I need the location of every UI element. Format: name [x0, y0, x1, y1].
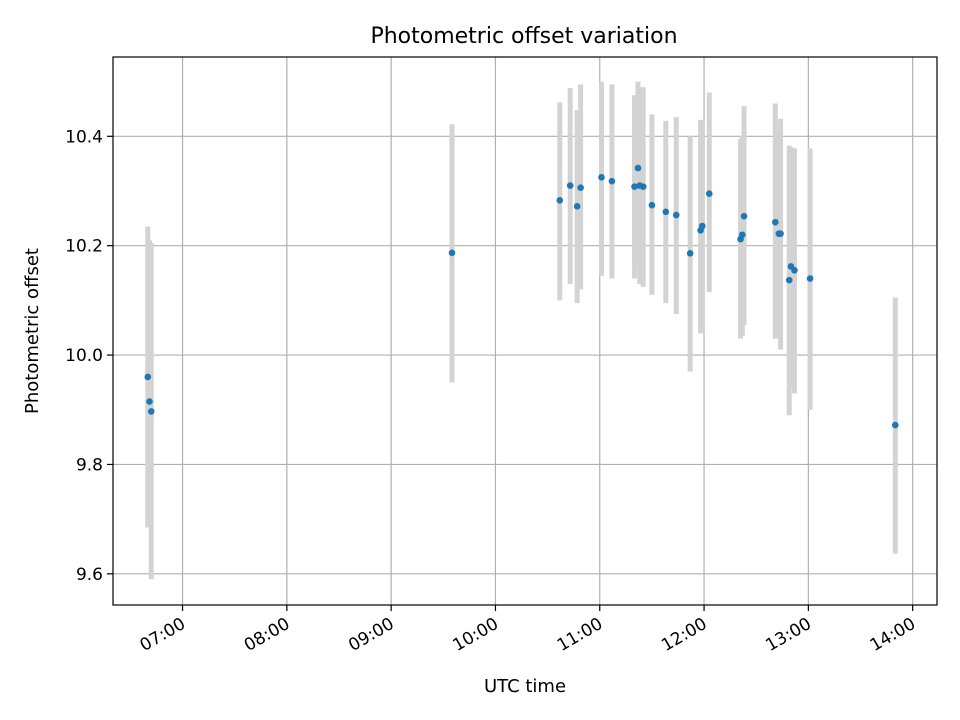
data-point — [662, 208, 670, 216]
plot-frame — [112, 56, 938, 606]
data-point — [577, 184, 584, 192]
data-point — [146, 398, 153, 405]
data-point — [556, 196, 564, 204]
data-point — [777, 230, 784, 237]
data-point — [672, 211, 680, 219]
y-tick-label: 10.2 — [65, 237, 103, 257]
data-point — [740, 212, 748, 220]
data-point — [785, 276, 793, 284]
data-point — [738, 231, 746, 239]
data-point — [634, 164, 642, 172]
data-point — [566, 182, 574, 189]
data-point — [891, 421, 899, 429]
data-point — [147, 408, 155, 415]
data-point — [648, 201, 656, 209]
data-point — [686, 250, 694, 257]
y-axis-label: Photometric offset — [22, 248, 43, 414]
data-point — [598, 174, 605, 181]
chart-title: Photometric offset variation — [370, 24, 677, 49]
data-point — [791, 266, 798, 274]
y-tick-label: 9.8 — [76, 455, 103, 475]
y-tick-label: 10.4 — [65, 127, 103, 147]
data-points — [144, 164, 899, 429]
y-tick-label: 9.6 — [76, 565, 103, 585]
data-point — [772, 218, 779, 226]
data-point — [631, 183, 638, 190]
y-tick-label: 10.0 — [65, 346, 103, 366]
data-point — [573, 203, 581, 210]
data-point — [608, 177, 616, 185]
x-axis-label: UTC time — [484, 676, 566, 697]
data-point — [144, 373, 152, 381]
data-point — [806, 275, 814, 282]
data-point — [705, 190, 713, 198]
data-point — [699, 222, 706, 230]
data-point — [448, 249, 456, 257]
y-axis-ticks: 9.6 9.8 10.0 10.2 10.4 — [65, 127, 113, 585]
data-point — [639, 183, 647, 190]
